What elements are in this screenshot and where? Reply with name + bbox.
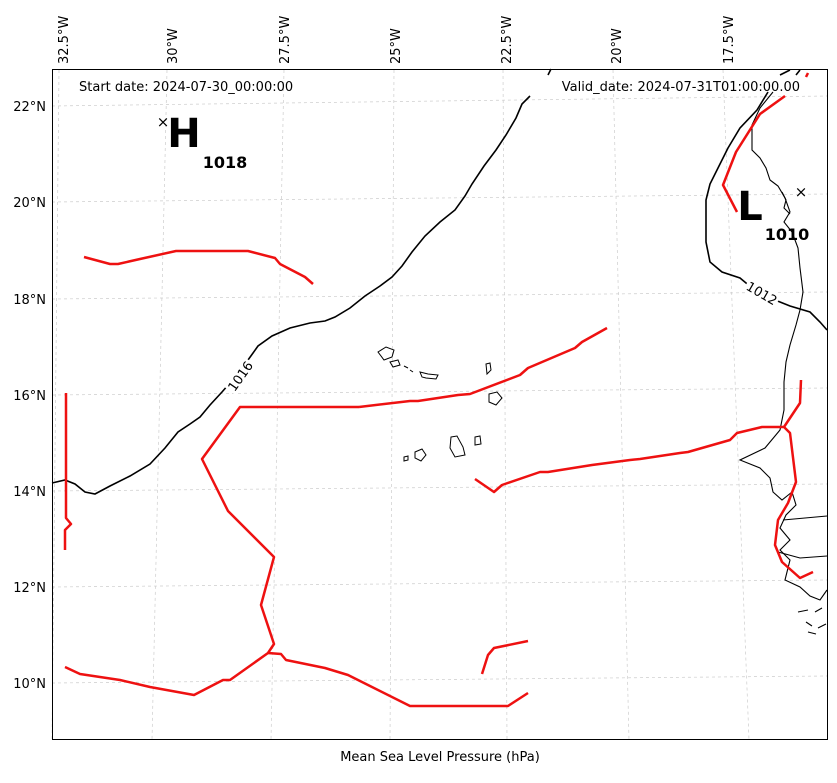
lat-label: 22°N (13, 100, 46, 115)
high-symbol: H (167, 111, 200, 157)
front-north-east (721, 94, 786, 213)
lat-label: 10°N (13, 677, 46, 692)
lon-label: 20°W (610, 28, 625, 64)
map-frame (52, 69, 828, 740)
lon-label: 17.5°W (722, 16, 737, 64)
coastlines (738, 91, 828, 635)
gambia-river (777, 551, 828, 559)
isobar-1016 (51, 95, 531, 495)
low-pressure-center: × L 1010 (737, 183, 809, 244)
front-south-hook (480, 639, 529, 675)
high-value: 1018 (203, 153, 248, 172)
island-santa-luzia (403, 365, 414, 373)
lat-label: 12°N (13, 581, 46, 596)
high-center-marker: × (157, 113, 170, 131)
island-fogo (414, 448, 427, 462)
low-center-marker: × (795, 183, 808, 201)
lon-label: 30°W (166, 28, 181, 64)
isobar-1012 (705, 91, 828, 331)
fronts (63, 72, 814, 708)
high-pressure-center: × H 1018 (157, 111, 248, 172)
island-santiago (449, 435, 466, 458)
lon-label: 27.5°W (278, 16, 293, 64)
low-value: 1010 (765, 225, 810, 244)
lon-label: 22.5°W (500, 16, 515, 64)
africa-coast (738, 91, 828, 601)
latitude-labels: 22°N 20°N 18°N 16°N 14°N 12°N 10°N (13, 100, 46, 692)
island-brava (403, 455, 409, 462)
island-sao-vicente (389, 359, 401, 368)
coast-notch-north (781, 191, 791, 215)
island-maio (474, 435, 482, 446)
front-top-right (804, 72, 810, 78)
senegal-coast (782, 515, 828, 521)
isobars (51, 68, 828, 495)
isobar-top-right (779, 69, 801, 76)
lat-label: 16°N (13, 389, 46, 404)
island-sal (485, 362, 492, 376)
map-caption: Mean Sea Level Pressure (hPa) (340, 750, 540, 765)
front-central-east (474, 425, 814, 580)
graticule (51, 69, 828, 741)
front-west-vertical (63, 393, 73, 550)
island-boa-vista (488, 391, 503, 406)
front-east-short (782, 379, 803, 428)
lat-label: 20°N (13, 196, 46, 211)
start-date-text: Start date: 2024-07-30_00:00:00 (79, 80, 293, 95)
front-north-west (83, 249, 314, 285)
island-sao-nicolau (419, 371, 439, 380)
lat-label: 14°N (13, 485, 46, 500)
front-main-east (358, 326, 608, 409)
island-santo-antao (377, 346, 395, 361)
lon-label: 32.5°W (57, 16, 72, 64)
lon-label: 25°W (389, 28, 404, 64)
longitude-labels: 32.5°W 30°W 27.5°W 25°W 22.5°W 20°W 17.5… (57, 16, 737, 64)
low-symbol: L (737, 184, 763, 230)
lat-label: 18°N (13, 293, 46, 308)
front-main-loop (64, 405, 359, 697)
valid-date-text: Valid_date: 2024-07-31T01:00:00.00 (562, 80, 800, 95)
bissagos-islands (797, 607, 827, 635)
front-south (267, 651, 529, 708)
cape-verde-islands (377, 346, 503, 462)
